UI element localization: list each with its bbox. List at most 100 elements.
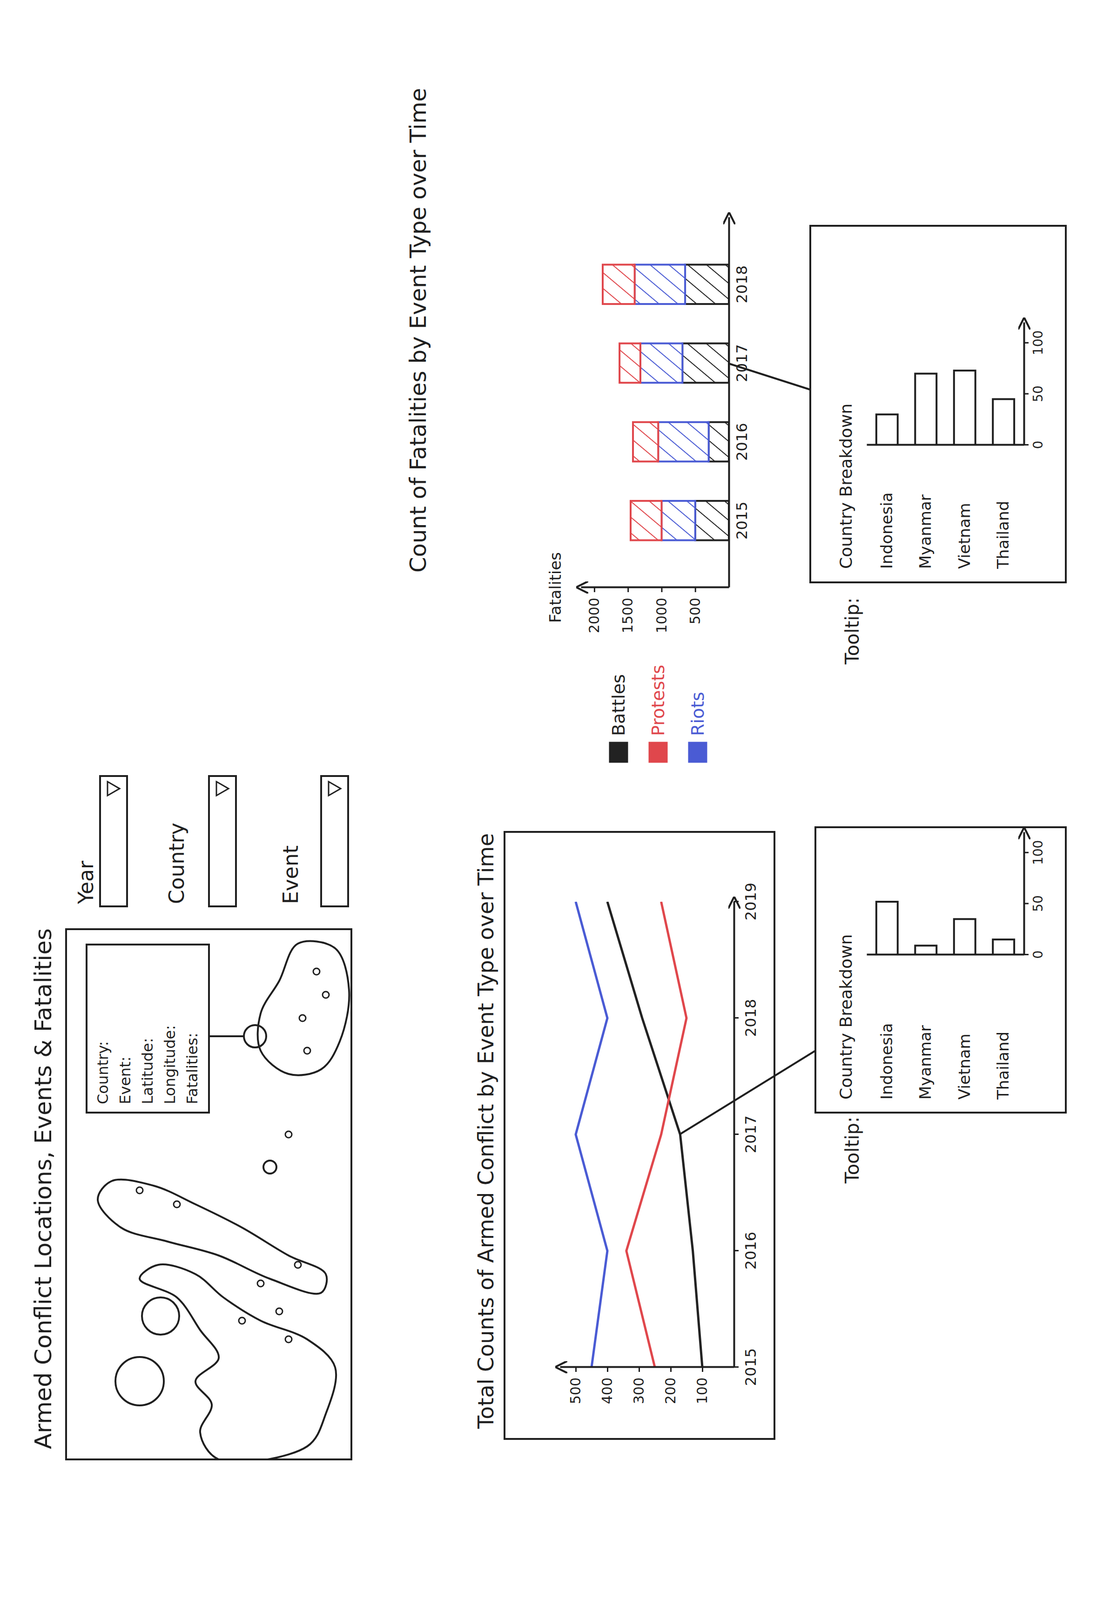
dropdown-arrow[interactable] [328,781,341,796]
chart-title: Count of Fatalities by Event Type over T… [404,87,431,573]
axis-line [560,1365,735,1368]
series-line [607,901,703,1367]
filter-label: Event [278,845,303,904]
tick-mark [1023,851,1029,854]
location-dot [313,968,320,975]
y-axis: 100200300400500 [560,1366,735,1405]
location [115,1356,164,1406]
filter-label: Country [164,822,189,904]
tick: 0 [1023,440,1046,450]
bar [992,398,1015,445]
dashboard-title: Armed Conflict Locations, Events & Fatal… [29,928,57,1449]
axis-line [728,217,731,588]
legend-swatch [609,742,628,762]
tick-label: 500 [567,1377,584,1404]
tick: Indonesia [877,954,896,1100]
dropdown[interactable] [208,775,236,907]
dropdown-arrow[interactable] [107,781,120,796]
landmass [97,1179,327,1294]
bar [992,939,1015,955]
tick-label: 2016 [733,422,751,461]
tick: 2018 [728,265,751,303]
tick: 500 [686,587,704,625]
map-tooltip [86,944,209,1113]
tooltip-chart: Tooltip:Country BreakdownIndonesiaMyanma… [815,827,1066,1184]
chart-title: Total Counts of Armed Conflict by Event … [473,833,499,1429]
tick: 2015 [733,1347,760,1386]
landmass [257,941,350,1076]
bar-segment [602,264,635,304]
chart-title: Country Breakdown [836,403,856,569]
axis-line [867,444,1025,446]
filter-label: Year [74,860,98,905]
plot [876,901,1015,955]
tick-mark [606,1366,609,1372]
category-axis: IndonesiaMyanmarVietnamThailand [867,954,1025,1101]
tick-mark [1023,342,1029,344]
stacked-bar-chart: Count of Fatalities by Event Type over T… [404,87,751,633]
tick: 2015 [728,501,751,540]
tick: Vietnam [955,444,974,569]
tick-mark [1023,902,1029,904]
tooltip-connector [679,1050,816,1135]
map: Country:Event:Latitude:Longitude:Fatalit… [66,928,352,1462]
bar-segment [658,422,709,462]
tooltip-field: Event: [116,1056,135,1104]
tooltip-field: Longitude: [161,1024,179,1104]
dropdown[interactable] [100,775,128,907]
tick-label: 2018 [741,998,760,1037]
bar [954,918,976,955]
tooltip-frame [815,827,1066,1113]
tick-label: Thailand [993,500,1013,570]
axis-line [1023,832,1026,955]
bar [915,945,937,955]
tick-label: 2015 [733,501,751,540]
map-frame [66,928,352,1460]
tick: 0 [1023,950,1046,959]
tick: 100 [1023,840,1046,865]
tick-mark [1023,953,1029,956]
tick-label: Thailand [993,1031,1013,1100]
tick-label: 2000 [585,597,603,633]
tick-label: 50 [1030,385,1046,403]
tick-label: Vietnam [955,502,974,569]
tick-label: 2017 [741,1115,760,1153]
dropdown-arrow[interactable] [216,781,229,796]
location-dot [294,1261,302,1268]
location-dot [257,1279,264,1287]
axis-line [581,586,730,589]
tick: Indonesia [877,444,896,569]
location-dot [322,991,330,998]
dropdown[interactable] [321,775,349,907]
location-dot [275,1307,283,1315]
location-dot [238,1317,246,1324]
tick-label: 2017 [733,343,751,382]
tick: Thailand [993,444,1013,570]
tick: 100 [693,1366,711,1404]
tooltip-field: Latitude: [138,1037,157,1104]
filter: Country [164,775,236,907]
tick-mark [593,587,596,593]
tick-label: Indonesia [877,1022,896,1100]
tick-label: 200 [662,1377,679,1404]
tick: 100 [1023,330,1046,356]
x-axis: 2015 2016 2017 2018 [728,217,751,588]
legend-swatch [688,742,707,762]
tick: Thailand [993,954,1013,1100]
location-dot [136,1186,143,1194]
tick-mark [1023,444,1029,446]
bar-segment [682,343,729,384]
tick-label: 0 [1030,440,1046,450]
tooltip-connector [208,1035,244,1037]
tick: 2017 [733,1115,760,1153]
tick: 2017 [728,343,751,382]
landmass [139,1264,337,1460]
tick-label: 400 [598,1377,616,1404]
tick: Vietnam [955,954,974,1100]
tick-label: Indonesia [877,492,896,569]
filter: Event [278,775,349,907]
tick: 2018 [733,998,760,1037]
tick: 1500 [619,587,636,633]
chart-title: Country Breakdown [836,934,856,1100]
tick-mark [575,1366,577,1372]
